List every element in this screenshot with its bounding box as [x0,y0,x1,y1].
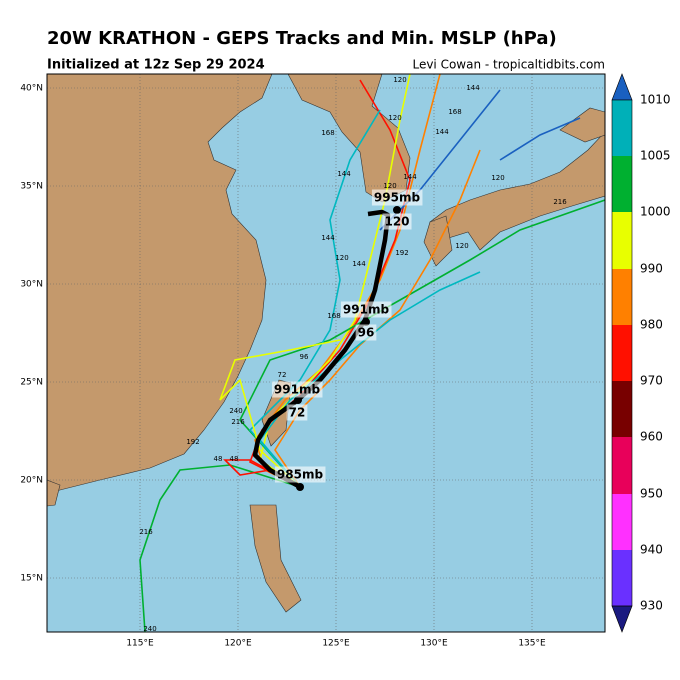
hour-label: 144 [466,84,480,92]
credit: Levi Cowan - tropicaltidbits.com [412,58,605,72]
track-label-bg [286,404,308,421]
lat-label: 20°N [20,476,43,486]
hour-label: 144 [403,173,417,181]
hour-label: 192 [186,438,199,446]
mean-track-labels: 995mb 120 991mb 96 991mb 72 985mb [271,189,423,483]
hour-label: 168 [327,312,340,320]
hour-label: 240 [229,407,242,415]
colorbar-label: 930 [640,599,663,613]
hour-label: 216 [231,418,245,426]
track-label: 991mb [343,303,390,317]
hour-label: 48 [214,455,223,463]
colorbar-label: 980 [640,318,663,332]
hour-label: 120 [455,242,468,250]
lon-label: 115°E [126,639,154,649]
track-label-bg [371,189,423,206]
map: 120 120 120 168 144 120 168 144 144 144 120 216 144 1… [47,74,605,633]
title: 20W KRATHON - GEPS Tracks and Min. MSLP … [47,28,557,49]
lat-label: 35°N [20,182,43,192]
colorbar-label: 970 [640,374,663,388]
hour-label: 168 [448,108,461,116]
track-label-bg [340,301,392,318]
lon-label: 125°E [322,639,350,649]
colorbar-label: 1005 [640,149,671,163]
track-label: 991mb [274,383,321,397]
colorbar-label: 1000 [640,205,671,219]
lat-label: 40°N [20,84,43,94]
hour-label: 120 [388,114,401,122]
hour-label: 120 [335,254,348,262]
hour-label: 192 [395,249,408,257]
track-label: 96 [358,326,375,340]
track-label: 985mb [277,468,324,482]
hour-labels: 120 120 120 168 144 120 168 144 144 144 120 216 144 1… [139,76,567,633]
hour-label: 216 [553,198,567,206]
graticule [47,74,605,632]
lat-label: 30°N [20,280,43,290]
map-frame [46,73,606,633]
track-label-bg [271,381,323,398]
hour-label: 168 [321,129,334,137]
land [47,74,605,613]
axis-labels: 40°N 35°N 30°N 25°N 20°N 15°N 115°E 120°E 125°E 1… [20,84,670,649]
colorbar-label: 1010 [640,93,671,107]
lat-label: 25°N [20,378,43,388]
colorbar-label: 940 [640,543,663,557]
hour-label: 216 [139,528,153,536]
track-label: 995mb [374,191,421,205]
hour-label: 144 [435,128,449,136]
lon-label: 130°E [420,639,448,649]
hour-label: 48 [230,455,239,463]
mean-track-points [294,206,401,491]
colorbar-label: 960 [640,430,663,444]
hour-label: 72 [278,371,287,379]
track-label: 72 [289,406,306,420]
lon-label: 135°E [518,639,546,649]
hour-label: 144 [321,234,335,242]
lon-label: 120°E [224,639,252,649]
colorbar [611,73,633,633]
hour-label: 96 [300,353,309,361]
colorbar-label: 950 [640,487,663,501]
hour-label: 240 [143,625,156,633]
hour-label: 120 [383,182,396,190]
track-label: 120 [384,215,409,229]
hour-label: 120 [393,76,406,84]
hour-label: 144 [352,260,366,268]
subtitle: Initialized at 12z Sep 29 2024 [47,58,265,73]
track-label-bg [274,466,326,483]
track-label-bg [355,324,377,341]
track-label-bg [382,213,412,230]
hour-label: 120 [491,174,504,182]
hour-label: 144 [337,170,351,178]
lat-label: 15°N [20,574,43,584]
colorbar-label: 990 [640,262,663,276]
